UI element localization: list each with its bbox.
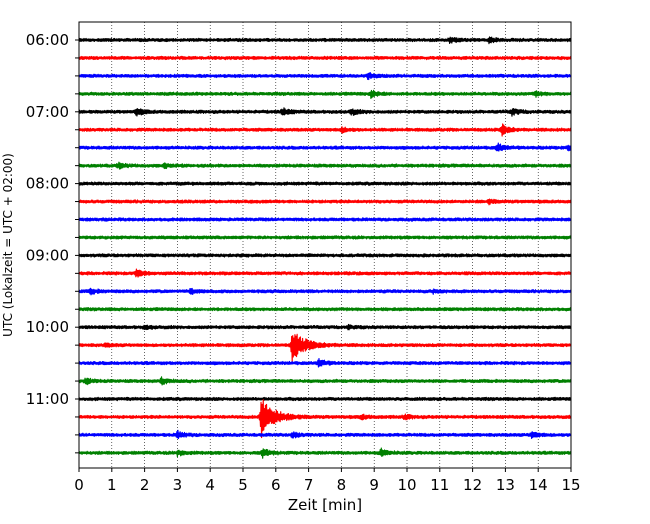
trace-line bbox=[78, 399, 572, 439]
y-tick-label: 11:00 bbox=[26, 390, 69, 408]
trace-line bbox=[78, 376, 572, 386]
x-tick-label: 8 bbox=[337, 476, 347, 494]
trace-line bbox=[78, 323, 572, 331]
trace-line bbox=[78, 123, 572, 137]
x-tick-label: 0 bbox=[74, 476, 84, 494]
trace-line bbox=[78, 306, 572, 312]
x-tick-label: 4 bbox=[205, 476, 215, 494]
trace-line bbox=[78, 333, 572, 362]
trace-line bbox=[78, 142, 572, 152]
trace-line bbox=[78, 181, 572, 186]
y-axis: 06:00 07:00 08:00 09:00 10:00 11:00 bbox=[26, 31, 79, 454]
trace-line bbox=[78, 268, 572, 278]
y-tick-label: 08:00 bbox=[26, 175, 69, 193]
trace-line bbox=[78, 235, 572, 240]
x-tick-label: 12 bbox=[463, 476, 482, 494]
grid-layer bbox=[111, 22, 539, 468]
x-tick-label: 5 bbox=[238, 476, 248, 494]
trace-line bbox=[78, 396, 572, 402]
trace-line bbox=[78, 89, 572, 99]
x-tick-label: 14 bbox=[529, 476, 548, 494]
y-tick-label: 06:00 bbox=[26, 31, 69, 49]
trace-line bbox=[78, 55, 572, 61]
trace-line bbox=[78, 107, 572, 117]
x-tick-label: 9 bbox=[369, 476, 379, 494]
trace-line bbox=[78, 253, 572, 258]
y-tick-label: 10:00 bbox=[26, 318, 69, 336]
trace-line bbox=[78, 429, 572, 440]
trace-line bbox=[78, 198, 572, 206]
trace-line bbox=[78, 217, 572, 222]
x-tick-label: 10 bbox=[397, 476, 416, 494]
x-tick-label: 1 bbox=[107, 476, 117, 494]
trace-line bbox=[78, 72, 572, 81]
trace-line bbox=[78, 357, 572, 368]
x-tick-label: 13 bbox=[496, 476, 515, 494]
trace-line bbox=[78, 447, 572, 459]
trace-layer bbox=[78, 36, 572, 459]
x-axis-title: Zeit [min] bbox=[288, 496, 362, 514]
x-tick-label: 7 bbox=[304, 476, 314, 494]
x-tick-label: 15 bbox=[561, 476, 580, 494]
y-tick-label: 09:00 bbox=[26, 246, 69, 264]
x-tick-label: 2 bbox=[140, 476, 150, 494]
trace-line bbox=[78, 287, 572, 296]
y-axis-title: UTC (Lokalzeit = UTC + 02:00) bbox=[1, 153, 15, 337]
y-tick-label: 07:00 bbox=[26, 103, 69, 121]
trace-line bbox=[78, 161, 572, 170]
x-tick-label: 6 bbox=[271, 476, 281, 494]
plot-frame bbox=[78, 21, 572, 469]
x-tick-label: 3 bbox=[173, 476, 183, 494]
x-axis: 0 1 2 3 4 5 6 7 8 9 10 11 12 13 14 15 bbox=[74, 468, 581, 494]
trace-line bbox=[78, 36, 572, 45]
x-tick-label: 11 bbox=[430, 476, 449, 494]
